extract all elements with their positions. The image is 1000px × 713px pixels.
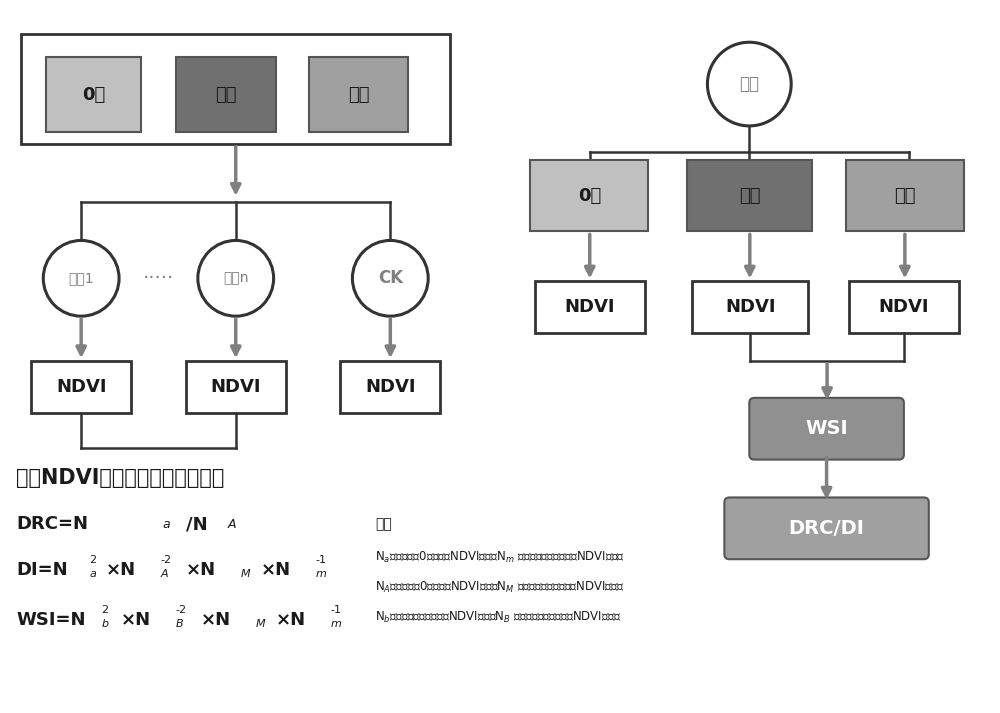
Text: 2: 2 <box>101 605 108 615</box>
Text: ×N: ×N <box>201 611 231 629</box>
Text: 0水: 0水 <box>578 187 601 205</box>
Circle shape <box>707 42 791 126</box>
Text: ×N: ×N <box>276 611 306 629</box>
Text: -2: -2 <box>161 555 172 565</box>
Text: M: M <box>241 569 250 579</box>
Text: 品种: 品种 <box>739 75 759 93</box>
Text: 丰水: 丰水 <box>894 187 916 205</box>
Text: a: a <box>89 569 96 579</box>
FancyBboxPatch shape <box>687 160 812 232</box>
Text: NDVI: NDVI <box>210 378 261 396</box>
FancyBboxPatch shape <box>692 282 808 333</box>
Text: ×N: ×N <box>121 611 151 629</box>
Text: N$_A$是对照品种0水处理的NDVI指标；N$_M$ 是对照品种丰水处理的NDVI指标；: N$_A$是对照品种0水处理的NDVI指标；N$_M$ 是对照品种丰水处理的ND… <box>375 580 625 595</box>
Text: -2: -2 <box>176 605 187 615</box>
Text: N$_b$是参试品种限水处理的NDVI指标；N$_B$ 是对照品种限水处理的NDVI指标。: N$_b$是参试品种限水处理的NDVI指标；N$_B$ 是对照品种限水处理的ND… <box>375 610 622 625</box>
Text: m: m <box>316 569 326 579</box>
Circle shape <box>43 240 119 316</box>
Text: NDVI: NDVI <box>879 298 929 316</box>
Text: 品种n: 品种n <box>223 272 248 285</box>
Text: 注：: 注： <box>375 518 392 531</box>
Text: CK: CK <box>378 270 403 287</box>
Text: -1: -1 <box>330 605 341 615</box>
FancyBboxPatch shape <box>535 282 645 333</box>
Text: 基于NDVI的节水抗旱性指标计算: 基于NDVI的节水抗旱性指标计算 <box>16 468 225 488</box>
FancyBboxPatch shape <box>849 282 959 333</box>
Text: m: m <box>330 619 341 629</box>
FancyBboxPatch shape <box>749 398 904 460</box>
Text: B: B <box>176 619 184 629</box>
Text: NDVI: NDVI <box>365 378 416 396</box>
FancyBboxPatch shape <box>46 57 141 132</box>
Text: -1: -1 <box>316 555 327 565</box>
Text: b: b <box>101 619 108 629</box>
Text: DRC=N: DRC=N <box>16 515 88 533</box>
Text: a: a <box>163 518 171 531</box>
FancyBboxPatch shape <box>846 160 964 232</box>
Text: N$_a$是参试品种0水处理的NDVI指标；N$_m$ 是参试品种丰水处理的NDVI指标；: N$_a$是参试品种0水处理的NDVI指标；N$_m$ 是参试品种丰水处理的ND… <box>375 550 625 565</box>
FancyBboxPatch shape <box>340 361 440 413</box>
Text: M: M <box>256 619 265 629</box>
Text: 限水: 限水 <box>215 86 237 103</box>
Text: ×N: ×N <box>186 561 216 579</box>
FancyBboxPatch shape <box>186 361 286 413</box>
Text: NDVI: NDVI <box>56 378 106 396</box>
Text: 0水: 0水 <box>82 86 105 103</box>
Text: NDVI: NDVI <box>725 298 776 316</box>
FancyBboxPatch shape <box>724 498 929 559</box>
Text: 2: 2 <box>89 555 96 565</box>
Text: 限水: 限水 <box>739 187 761 205</box>
Text: A: A <box>228 518 236 531</box>
Text: NDVI: NDVI <box>565 298 615 316</box>
Text: A: A <box>161 569 169 579</box>
Text: DI=N: DI=N <box>16 561 68 579</box>
FancyBboxPatch shape <box>21 34 450 144</box>
Circle shape <box>352 240 428 316</box>
FancyBboxPatch shape <box>31 361 131 413</box>
Text: DRC/DI: DRC/DI <box>789 519 865 538</box>
FancyBboxPatch shape <box>530 160 648 232</box>
Text: 丰水: 丰水 <box>348 86 369 103</box>
Text: /N: /N <box>186 515 208 533</box>
Text: ×N: ×N <box>261 561 291 579</box>
Text: ×N: ×N <box>106 561 136 579</box>
Text: WSI=N: WSI=N <box>16 611 86 629</box>
Circle shape <box>198 240 274 316</box>
FancyBboxPatch shape <box>309 57 408 132</box>
Text: ·····: ····· <box>143 269 174 288</box>
Text: WSI: WSI <box>805 419 848 438</box>
FancyBboxPatch shape <box>176 57 276 132</box>
Text: 品种1: 品种1 <box>68 272 94 285</box>
